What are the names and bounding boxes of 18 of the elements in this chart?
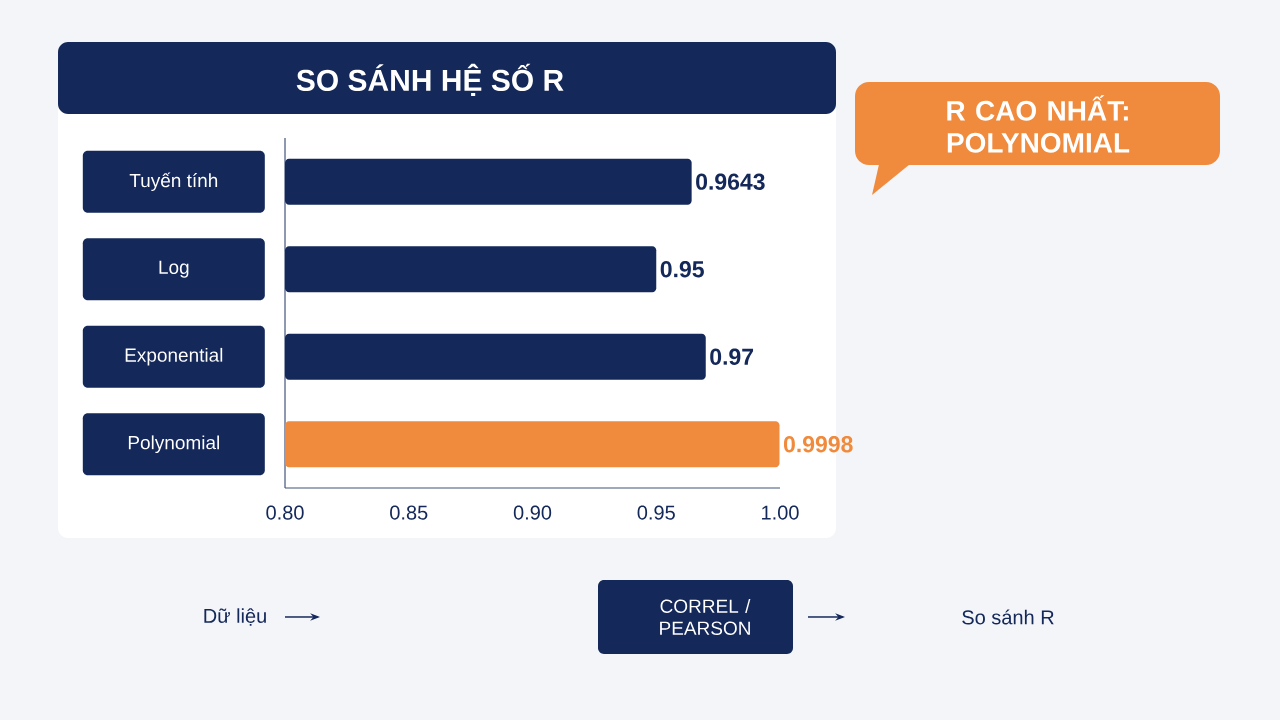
x-tick-label: 0.95 [637, 505, 675, 520]
chart-title: SO SÁNH HỆ SỐ R [296, 63, 564, 97]
data-label: 0.9998 [783, 436, 853, 453]
y-tick-label: Exponential [125, 347, 223, 366]
x-tick-label: 0.85 [390, 505, 428, 520]
y-tick-label: Tuyến tính [129, 172, 218, 192]
x-tick-label: 0.90 [513, 505, 552, 520]
data-label: 0.9643 [696, 173, 765, 190]
y-tick-label: Polynomial [128, 435, 219, 454]
y-tick-label: Log [159, 260, 189, 278]
text: Dữ liệu [204, 608, 266, 626]
data-label: 0.97 [710, 348, 754, 365]
x-tick-label: 0.80 [266, 505, 304, 520]
text: R CAO NHẤT: POLYNOMIAL [947, 95, 1130, 153]
text: CORREL / PEARSON [660, 599, 751, 635]
x-tick-label: 1.00 [762, 505, 799, 520]
text: So sánh R [962, 609, 1054, 625]
data-label: 0.95 [660, 261, 704, 278]
